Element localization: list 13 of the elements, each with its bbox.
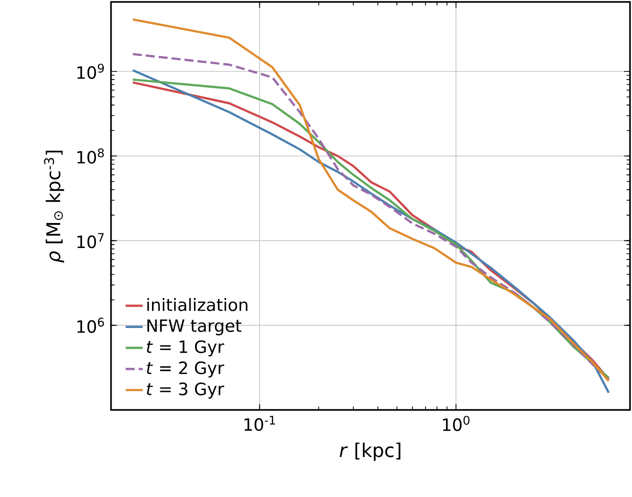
x-tick-label: 10$^{-1}$: [244, 416, 275, 431]
legend-label: t = 3 Gyr: [146, 382, 224, 399]
legend-label: t = 1 Gyr: [146, 340, 224, 356]
x-tick-label: 10$^{0}$: [443, 416, 470, 432]
y-tick-label: 10$^{8}$: [77, 148, 104, 164]
legend-label: initialization: [147, 298, 248, 312]
y-axis-title: ρ [M$_{⊙}$ kpc$^{-3}$]: [44, 150, 64, 263]
y-tick-label: 10$^{6}$: [77, 318, 104, 333]
y-tick-label: 10$^{7}$: [77, 233, 104, 248]
x-axis-title: r [kpc]: [340, 442, 400, 461]
y-tick-label: 10$^{9}$: [77, 64, 104, 79]
legend-label: NFW target: [147, 319, 242, 336]
legend-label: t = 2 Gyr: [146, 361, 224, 378]
